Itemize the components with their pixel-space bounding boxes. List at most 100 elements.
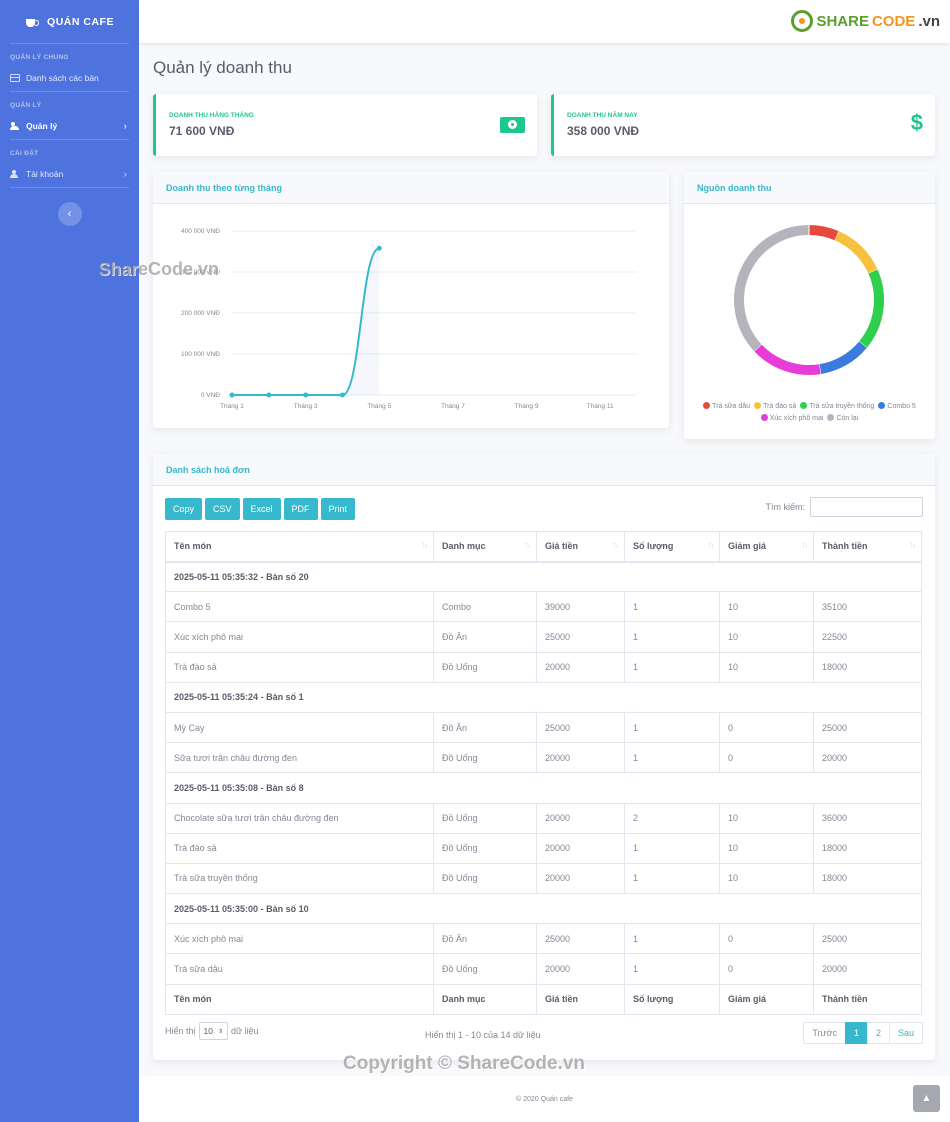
table-cell: 25000 [813,711,922,744]
data-point[interactable] [229,392,235,398]
legend-item[interactable]: Trà sữa truyền thống [800,401,874,413]
legend-item[interactable]: Còn lại [827,413,858,425]
table-cell: 1 [624,832,720,864]
pagination-page-2[interactable]: 2 [866,1022,890,1044]
y-tick-label: 200 000 VNĐ [181,310,220,317]
column-header-label: Giá tiền [545,541,579,552]
table-cell: 0 [719,711,814,744]
legend-dot [878,402,886,409]
sidebar-divider [10,43,129,44]
page-size-select[interactable]: 10 ⇕ [198,1022,229,1040]
table-cell: Combo 5 [165,591,434,623]
column-footer: Danh mục [433,983,537,1015]
table-cell: Đồ Uống [433,802,537,834]
table-cell: Đồ Uống [433,651,537,683]
legend-label: Trà đào sả [763,403,797,410]
pdf-button[interactable]: PDF [283,498,318,520]
column-header[interactable]: Thành tiền ↑↓ [813,531,922,563]
table-cell: 0 [719,953,814,985]
legend-item[interactable]: Trà sữa dâu [703,401,750,413]
chevron-right-icon: › [123,120,127,132]
table-cell: Trà sữa truyền thống [165,862,434,895]
table-cell: Sữa tươi trân châu đường đen [165,742,434,774]
invoice-title: Danh sách hoá đơn [153,454,935,486]
line-chart[interactable]: 0 VNĐ 100 000 VNĐ 200 000 VNĐ 300 000 VNĐ 40… [153,204,669,428]
table-cell: 1 [624,621,720,653]
legend-item[interactable]: Xúc xích phô mai [760,413,823,425]
pie-slice[interactable] [834,231,878,274]
sharecode-logo[interactable]: SHARE CODE .vn [791,10,940,32]
sidebar-item-tables[interactable]: Danh sách các bàn [0,65,139,91]
pie-slice[interactable] [754,344,821,375]
data-point[interactable] [339,392,345,398]
table-cell: 22500 [813,621,922,653]
data-point[interactable] [266,392,272,398]
search-box: Tìm kiếm: [766,497,923,517]
table-cell: 1 [624,591,720,623]
sidebar-divider [10,139,129,140]
table-cell: 25000 [536,711,625,744]
group-label: 2025-05-11 05:35:32 - Bàn số 20 [165,560,922,593]
table-cell: 1 [624,742,720,774]
pagination-next[interactable]: Sau [888,1022,923,1044]
x-tick-label: Tháng 11 [587,403,614,410]
column-header[interactable]: Danh mục ↑↓ [433,531,537,563]
donut-chart[interactable] [684,212,935,402]
table-cell: 18000 [813,832,922,864]
legend-item[interactable]: Trà đào sả [754,401,796,413]
table-cell: 1 [624,862,720,895]
table-cell: 35100 [813,591,922,623]
excel-button[interactable]: Excel [242,498,281,520]
legend-dot [760,414,768,421]
sidebar-item-account[interactable]: Tài khoản › [0,161,139,187]
column-header-label: Thành tiền [822,541,868,552]
column-header[interactable]: Giảm giá ↑↓ [719,531,814,563]
csv-button[interactable]: CSV [205,498,240,520]
column-header[interactable]: Giá tiền ↑↓ [536,531,625,563]
table-cell: 10 [719,591,814,623]
x-tick-label: Tháng 7 [441,403,465,410]
pie-slice[interactable] [819,341,867,375]
table-row: Trà sữa truyền thống Đồ Uống 20000 1 10 18000 [165,862,922,895]
pie-slice[interactable] [858,269,884,348]
column-header[interactable]: Tên món ↑↓ [165,531,434,563]
table-cell: Xúc xích phô mai [165,923,434,955]
table-cell: 20000 [536,953,625,985]
pagination-page-1[interactable]: 1 [844,1022,868,1044]
print-button[interactable]: Print [320,498,356,520]
invoice-card: Danh sách hoá đơn Copy CSV Excel PDF Pri… [153,454,935,1060]
table-cell: Đồ Uống [433,862,537,895]
x-tick-label: Tháng 1 [220,403,244,410]
pagination-prev[interactable]: Trước [803,1022,846,1044]
data-point[interactable] [376,245,382,251]
table-cell: Chocolate sữa tươi trân châu đường đen [165,802,434,834]
pie-slice[interactable] [734,225,810,352]
table-cell: 18000 [813,651,922,683]
legend-label: Trà sữa dâu [712,403,751,410]
x-tick-label: Tháng 9 [515,403,539,410]
table-group-row: 2025-05-11 05:35:24 - Bàn số 1 [165,681,922,713]
table-row: Sữa tươi trân châu đường đen Đồ Uống 20000… [165,742,922,774]
group-label: 2025-05-11 05:35:00 - Bàn số 10 [165,893,922,925]
table-cell: 20000 [536,651,625,683]
sidebar-item-manage[interactable]: Quản lý › [0,113,139,139]
legend-dot [827,414,835,421]
table-footer-row: Tên món Danh mục Giá tiền Số lượng Giảm giá T… [165,983,922,1015]
scroll-to-top-button[interactable]: ▲ [913,1085,940,1112]
table-cell: Đồ Uống [433,953,537,985]
column-header[interactable]: Số lượng ↑↓ [624,531,720,563]
search-input[interactable] [810,497,923,517]
table-cell: 25000 [536,621,625,653]
sidebar: Quán Cafe Quản lý chung Danh sách các bà… [0,0,139,1122]
sidebar-toggle-button[interactable]: ‹ [57,202,82,226]
line-chart-card: Doanh thu theo từng tháng 0 VNĐ 100 000 V… [153,172,669,428]
legend-item[interactable]: Combo 5 [878,401,916,413]
sidebar-item-label: Tài khoản [26,169,64,179]
pie-slice[interactable] [808,225,839,241]
sidebar-brand[interactable]: Quán Cafe [0,0,139,43]
copy-button[interactable]: Copy [165,498,203,520]
data-point[interactable] [303,392,309,398]
group-label: 2025-05-11 05:35:24 - Bàn số 1 [165,681,922,713]
table-cell: 10 [719,802,814,834]
footer: © 2020 Quán cafe [139,1076,950,1122]
